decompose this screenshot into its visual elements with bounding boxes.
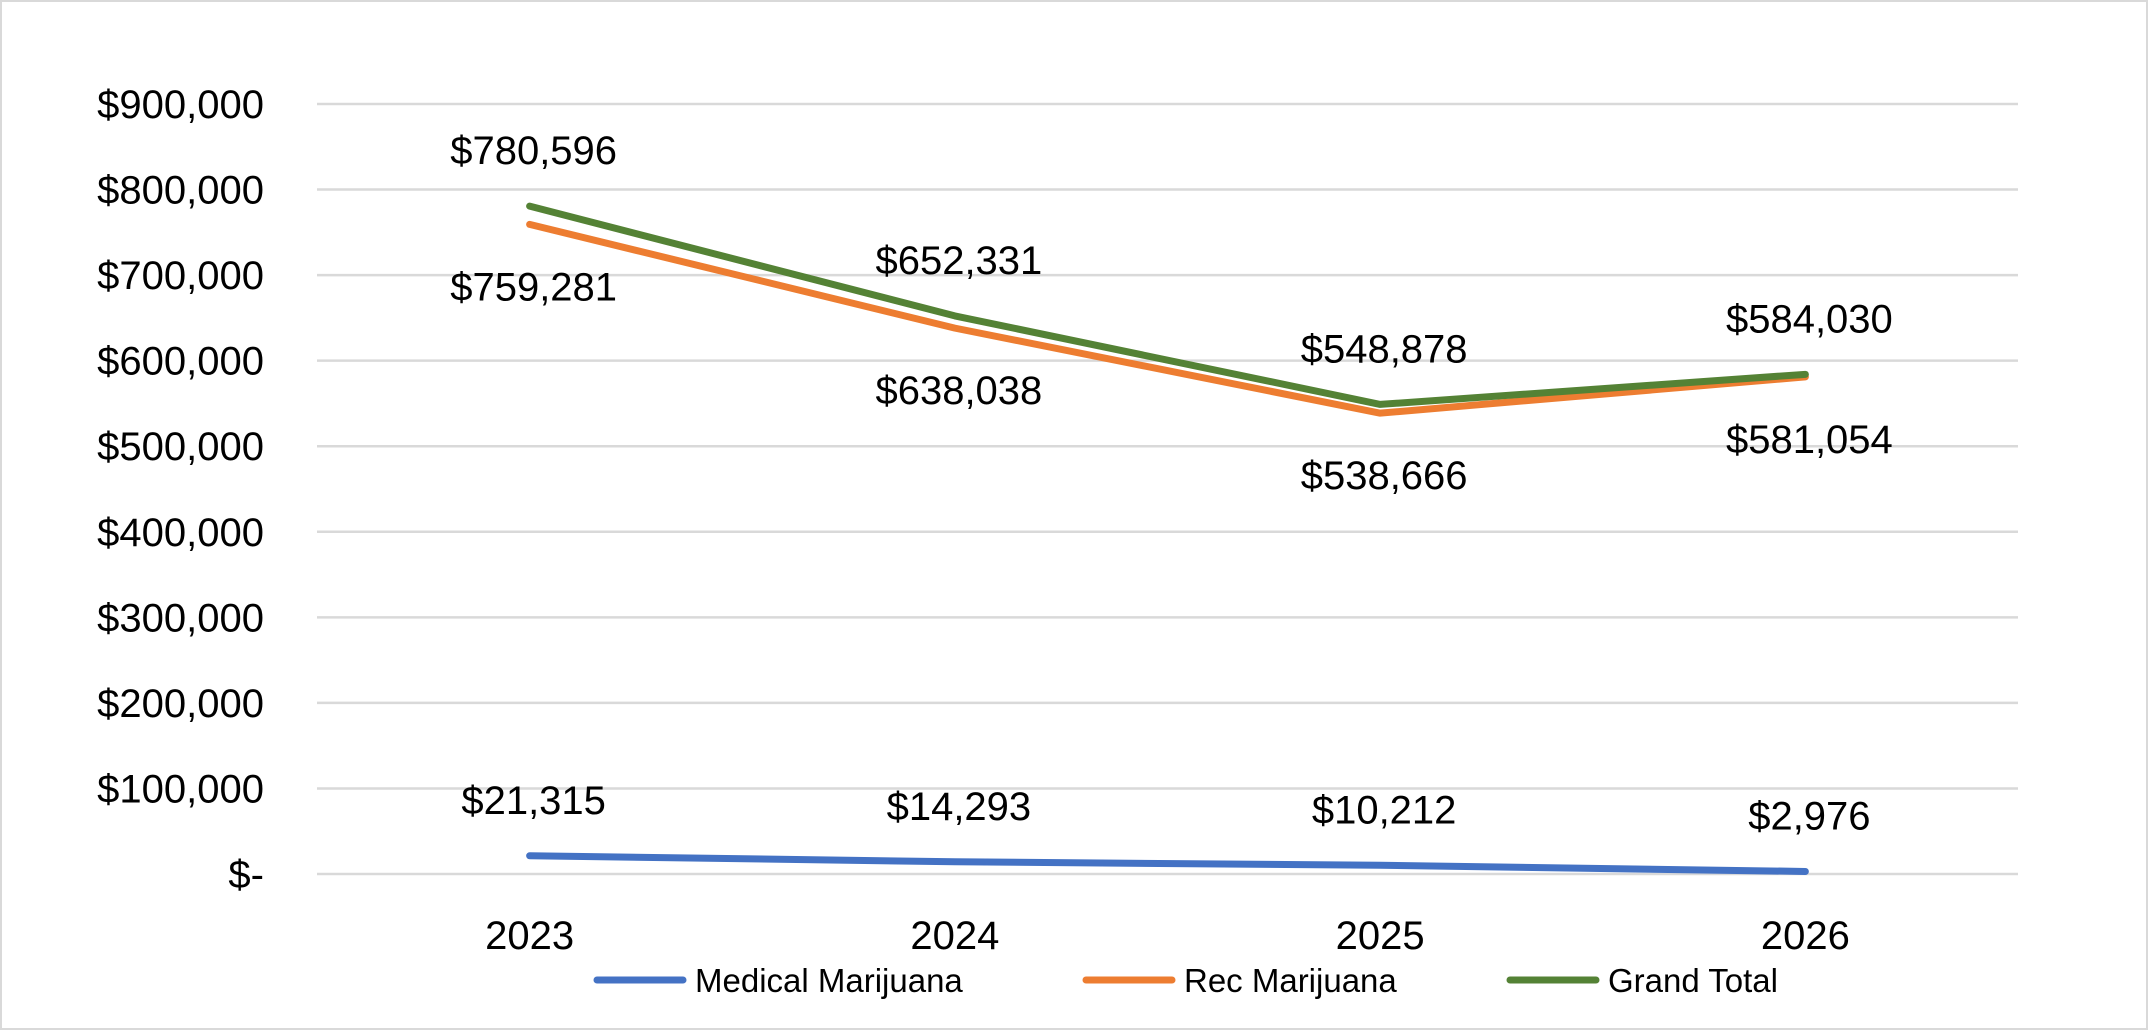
x-tick-label: 2023	[485, 914, 574, 958]
x-tick-label: 2026	[1761, 914, 1850, 958]
series-line	[526, 202, 1809, 408]
data-labels: $21,315 $14,293 $10,212 $2,976 $759,281 $638,…	[450, 129, 1893, 838]
y-tick-label: $200,000	[97, 682, 264, 726]
x-axis-tick-labels: 2023 2024 2025 2026	[485, 914, 1850, 958]
data-label: $584,030	[1726, 297, 1893, 341]
data-label: $548,878	[1301, 327, 1468, 371]
y-tick-label: $900,000	[97, 83, 264, 127]
y-tick-label: $400,000	[97, 511, 264, 555]
legend-label: Rec Marijuana	[1184, 962, 1397, 999]
data-label: $10,212	[1312, 788, 1457, 832]
data-label: $638,038	[875, 369, 1042, 413]
x-tick-label: 2024	[910, 914, 999, 958]
legend-label: Grand Total	[1608, 962, 1778, 999]
data-label: $759,281	[450, 265, 617, 309]
gridlines	[317, 102, 2018, 876]
data-label: $2,976	[1748, 794, 1870, 838]
y-tick-label: $-	[228, 853, 264, 897]
legend-label: Medical Marijuana	[695, 962, 963, 999]
series-lines	[526, 202, 1809, 875]
series-line	[526, 852, 1809, 875]
y-tick-label: $500,000	[97, 425, 264, 469]
data-label: $14,293	[887, 785, 1032, 829]
y-tick-label: $600,000	[97, 340, 264, 384]
data-label: $538,666	[1301, 454, 1468, 498]
y-tick-label: $300,000	[97, 596, 264, 640]
x-tick-label: 2025	[1336, 914, 1425, 958]
legend: Medical Marijuana Rec Marijuana Grand Tota…	[593, 962, 1778, 999]
series-line	[526, 220, 1809, 417]
data-label: $581,054	[1726, 418, 1893, 462]
y-axis-tick-labels: $- $100,000 $200,000 $300,000 $400,000 $500,0…	[97, 83, 264, 897]
y-tick-label: $800,000	[97, 169, 264, 213]
data-label: $21,315	[461, 779, 606, 823]
y-tick-label: $700,000	[97, 254, 264, 298]
data-label: $780,596	[450, 129, 617, 173]
y-tick-label: $100,000	[97, 767, 264, 811]
data-label: $652,331	[875, 239, 1042, 283]
